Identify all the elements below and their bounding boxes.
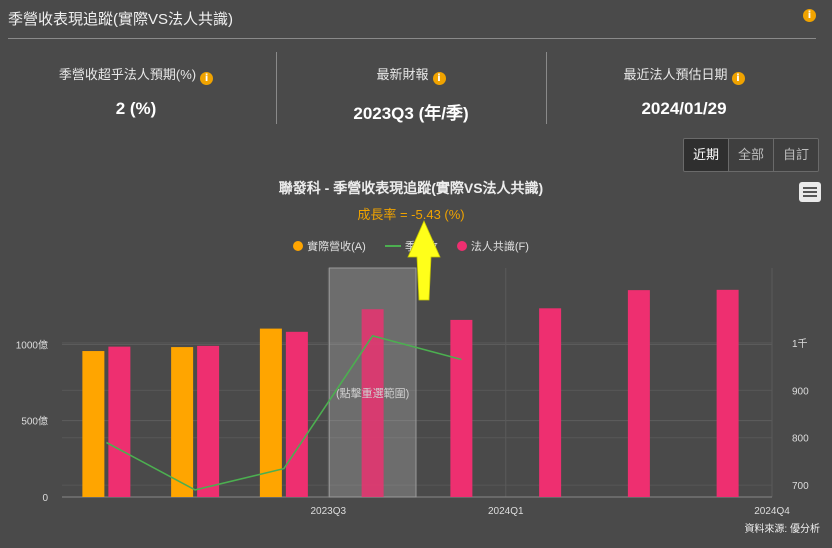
bar-consensus <box>108 346 131 497</box>
stat-latest-report-label: 最新財報 <box>376 67 429 82</box>
x-tick-label: 2024Q4 <box>754 506 790 517</box>
stat-estimate-date-value: 2024/01/29 <box>641 99 727 118</box>
legend-item-consensus[interactable]: 法人共識(F) <box>456 238 529 254</box>
y-right-tick-label: 800 <box>792 434 809 445</box>
chart-title: 聯發科 - 季營收表現追蹤(實際VS法人共識) <box>278 180 544 196</box>
bar-consensus <box>197 345 220 497</box>
bar-consensus <box>716 289 739 497</box>
stat-latest-report-value: 2023Q3 (年/季) <box>353 104 469 123</box>
bar-consensus <box>450 319 473 497</box>
range-all-button[interactable]: 全部 <box>728 139 773 171</box>
arrow-annotation <box>407 220 441 301</box>
range-recent-button[interactable]: 近期 <box>684 139 728 171</box>
header-divider <box>8 38 816 39</box>
stat-surprise-value: 2 (%) <box>115 99 157 118</box>
bar-consensus <box>361 309 384 497</box>
header: 季營收表現追蹤(實際VS法人共識) i <box>8 6 824 36</box>
line-series <box>106 334 462 491</box>
info-icon[interactable]: i <box>803 9 816 22</box>
bar-consensus <box>285 331 308 497</box>
y-right-tick-label: 1千 <box>792 338 808 350</box>
x-tick-label: 2024Q1 <box>488 506 524 517</box>
legend-dot-icon <box>456 241 467 251</box>
stat-estimate-date-label: 最近法人預估日期 <box>623 67 728 82</box>
bar-actual <box>259 328 282 497</box>
bar-consensus <box>539 308 562 497</box>
stat-estimate-date: 最近法人預估日期 i 2024/01/29 <box>548 52 820 126</box>
x-tick-label: 2023Q3 <box>310 506 346 517</box>
bar-actual <box>171 347 194 497</box>
y-left-tick-label: 500億 <box>21 415 48 428</box>
page-title: 季營收表現追蹤(實際VS法人共識) <box>8 11 234 28</box>
range-selector: 近期 全部 自訂 <box>683 138 819 172</box>
y-right-tick-label: 700 <box>792 481 809 492</box>
info-icon[interactable]: i <box>432 72 446 85</box>
chart-subtitle: 成長率 = -5.43 (%) <box>357 207 465 222</box>
info-icon[interactable]: i <box>731 72 745 85</box>
y-left-tick-label: 0 <box>42 493 48 504</box>
legend-item-actual[interactable]: 實際營收(A) <box>293 238 366 254</box>
stat-surprise-label: 季營收超乎法人預期(%) <box>58 67 197 82</box>
selection-hint: (點擊重選範圍) <box>336 386 409 400</box>
info-icon[interactable]: i <box>200 72 214 85</box>
bar-consensus <box>627 290 650 497</box>
legend-line-icon <box>384 245 401 247</box>
data-source: 資料來源: 優分析 <box>744 524 820 535</box>
stats-row: 季營收超乎法人預期(%) i 2 (%) 最新財報 i 2023Q3 (年/季) 最… <box>0 52 820 126</box>
stat-divider <box>546 52 547 124</box>
y-left-tick-label: 1000億 <box>16 338 48 351</box>
y-right-tick-label: 900 <box>792 386 809 397</box>
range-custom-button[interactable]: 自訂 <box>773 139 818 171</box>
legend-dot-icon <box>293 241 304 251</box>
bar-actual <box>82 351 105 497</box>
stat-latest-report: 最新財報 i 2023Q3 (年/季) <box>275 52 547 126</box>
stat-divider <box>276 52 277 124</box>
chart-menu-icon[interactable] <box>799 182 821 202</box>
stat-surprise: 季營收超乎法人預期(%) i 2 (%) <box>0 52 272 126</box>
